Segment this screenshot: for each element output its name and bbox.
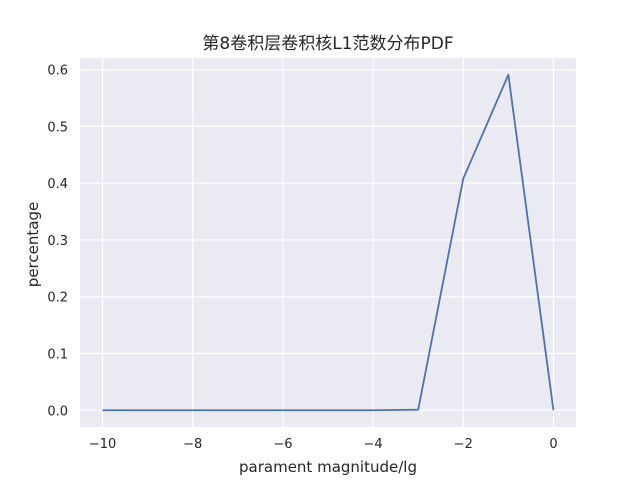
x-axis-label: parament magnitude/lg	[239, 458, 417, 476]
y-tick-label: 0.0	[47, 404, 68, 419]
chart-title: 第8卷积层卷积核L1范数分布PDF	[202, 34, 453, 54]
x-tick-label: −4	[364, 437, 383, 452]
grid-lines	[80, 58, 576, 427]
y-tick-label: 0.5	[47, 120, 68, 135]
y-axis-label: percentage	[24, 202, 42, 287]
x-tick-label: −6	[273, 437, 292, 452]
x-tick-labels: −10 −8 −6 −4 −2 0	[89, 437, 558, 452]
y-tick-label: 0.6	[47, 64, 68, 79]
x-tick-label: −2	[454, 437, 473, 452]
series-layer	[102, 73, 555, 412]
x-tick-label: 0	[549, 437, 557, 452]
y-tick-label: 0.2	[47, 291, 68, 306]
plot-area	[80, 58, 576, 427]
y-tick-label: 0.3	[47, 234, 68, 249]
x-tick-label: −10	[89, 437, 116, 452]
y-tick-labels: 0.0 0.1 0.2 0.3 0.4 0.5 0.6	[47, 64, 68, 420]
x-tick-label: −8	[183, 437, 202, 452]
y-tick-label: 0.1	[47, 347, 68, 362]
y-tick-label: 0.4	[47, 177, 68, 192]
